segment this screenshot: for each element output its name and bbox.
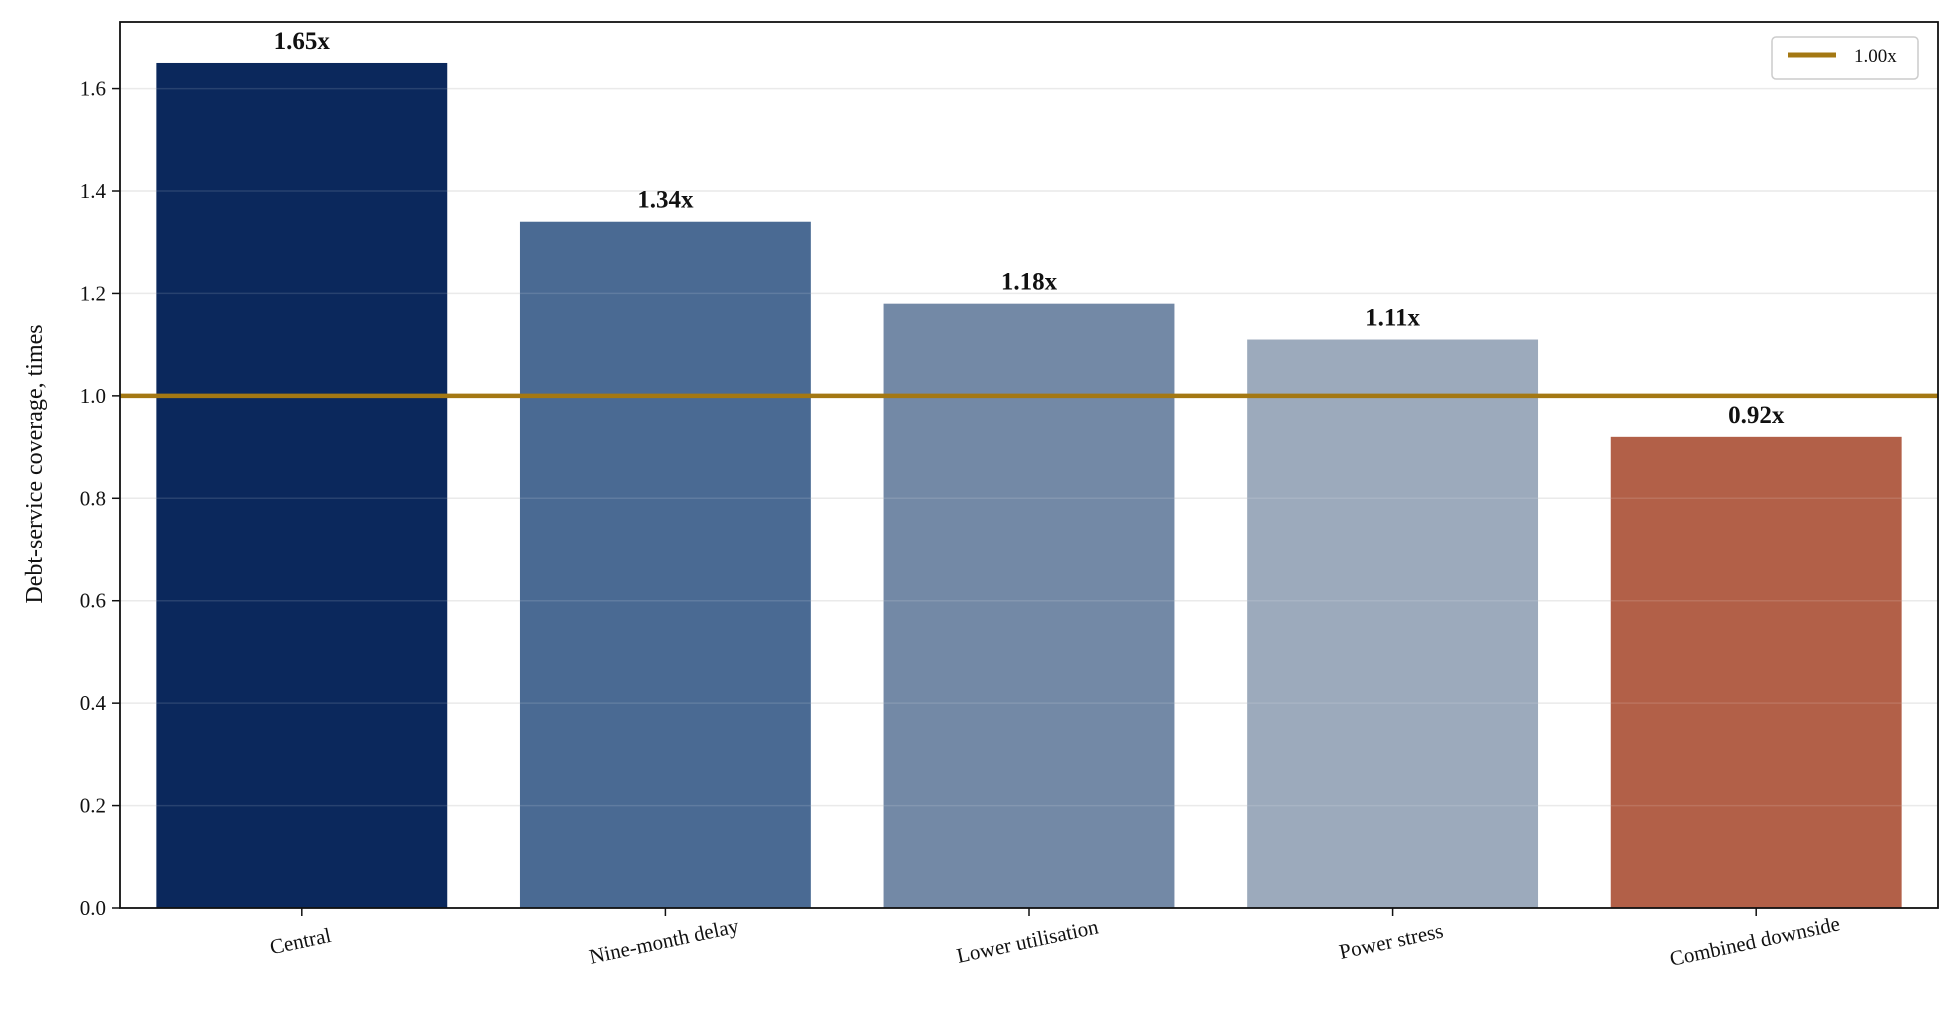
y-tick-label: 0.8 bbox=[80, 486, 106, 510]
y-tick-label: 0.4 bbox=[80, 691, 107, 715]
bar bbox=[519, 221, 811, 908]
y-tick-label: 0.2 bbox=[80, 794, 106, 818]
bars bbox=[120, 62, 1938, 909]
y-tick-label: 0.6 bbox=[80, 589, 106, 613]
bar-value-label: 1.18x bbox=[1001, 269, 1058, 296]
y-tick-label: 1.4 bbox=[80, 179, 107, 203]
legend-box bbox=[1771, 36, 1919, 80]
y-axis-label: Debt-service coverage, times bbox=[22, 324, 48, 603]
bar bbox=[156, 62, 448, 909]
y-tick-label: 1.6 bbox=[80, 77, 106, 101]
bar-value-labels: 1.65x 1.34x 1.18x 1.11x 0.92x bbox=[274, 28, 1785, 429]
bar bbox=[883, 303, 1175, 909]
bar-value-label: 1.34x bbox=[637, 187, 694, 214]
bar bbox=[1247, 339, 1539, 908]
legend-entry-label: 1.00x bbox=[1854, 46, 1897, 67]
y-tick-label: 0.0 bbox=[80, 896, 106, 920]
bar bbox=[1610, 436, 1902, 908]
bar-value-label: 1.65x bbox=[274, 28, 331, 55]
y-tick-label: 1.0 bbox=[80, 384, 106, 408]
bar-value-label: 0.92x bbox=[1728, 402, 1785, 429]
y-tick-label: 1.2 bbox=[80, 281, 106, 305]
legend: 1.00x bbox=[1771, 36, 1919, 80]
bar-value-label: 1.11x bbox=[1365, 305, 1420, 332]
